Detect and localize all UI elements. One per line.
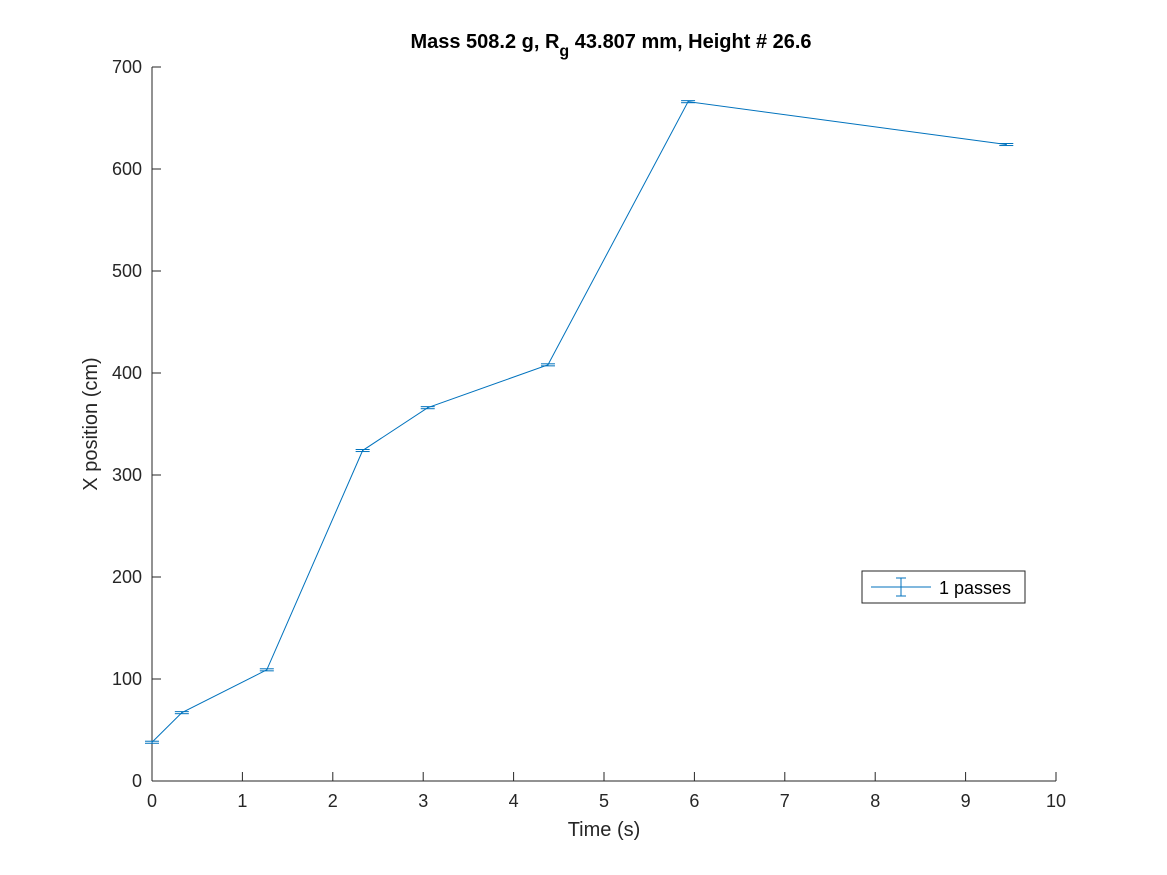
chart-title: Mass 508.2 g, Rg 43.807 mm, Height # 26.… [410,31,811,60]
y-tick-label: 500 [112,261,142,281]
x-tick-label: 4 [509,791,519,811]
series-line [151,101,1007,743]
y-tick-label: 300 [112,465,142,485]
x-ticks: 0 1 2 3 4 5 6 7 8 9 10 [147,772,1066,811]
y-tick-label: 600 [112,159,142,179]
y-tick-label: 100 [112,669,142,689]
y-axis-label: X position (cm) [80,357,102,490]
plot-area: 0 1 2 3 4 5 6 7 8 9 10 0 100 200 300 400 500 600 700 [112,57,1066,811]
y-tick-label: 0 [132,771,142,791]
x-tick-label: 9 [961,791,971,811]
x-tick-label: 0 [147,791,157,811]
x-tick-label: 8 [870,791,880,811]
x-tick-label: 6 [689,791,699,811]
x-tick-label: 10 [1046,791,1066,811]
x-tick-label: 3 [418,791,428,811]
x-tick-label: 1 [237,791,247,811]
title-subscript: g [559,43,569,60]
x-tick-label: 7 [780,791,790,811]
title-prefix: Mass 508.2 g, R [410,31,560,53]
y-tick-label: 200 [112,567,142,587]
series-layer [145,100,1014,744]
y-tick-label: 400 [112,363,142,383]
y-tick-label: 700 [112,57,142,77]
legend: 1 passes [861,570,1026,604]
x-axis-label: Time (s) [568,819,641,841]
title-suffix: 43.807 mm, Height # 26.6 [569,31,811,53]
legend-label: 1 passes [939,578,1011,598]
x-tick-label: 2 [328,791,338,811]
y-ticks: 0 100 200 300 400 500 600 700 [112,57,161,791]
x-tick-label: 5 [599,791,609,811]
